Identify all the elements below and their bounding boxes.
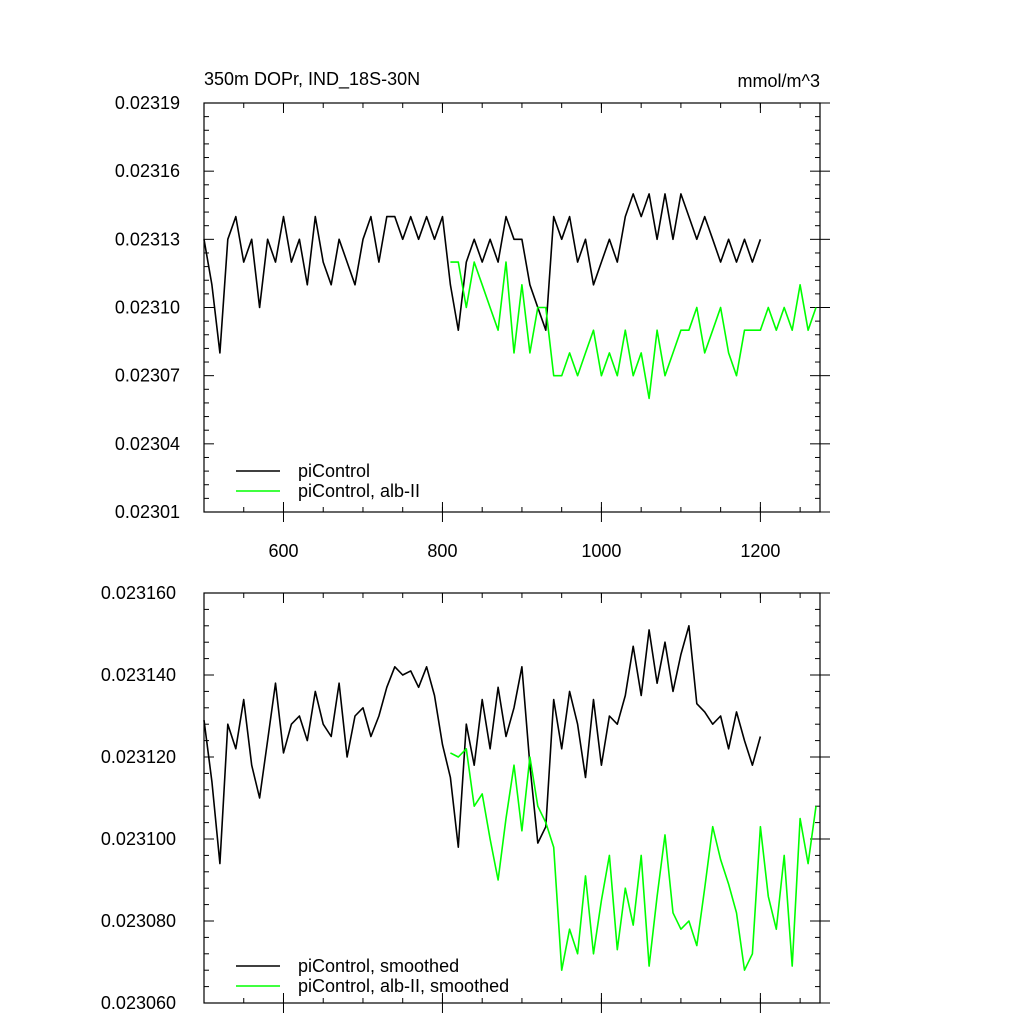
x-tick-label: 1200 [740,541,780,561]
series-line-black [203,624,762,865]
legend-label: piControl, smoothed [298,956,459,976]
bottom-panel: 0.023060 0.023080 0.023100 0.023120 0.023140… [101,583,830,1013]
y-tick-label: 0.02316 [115,161,180,181]
x-tick-label: 600 [268,541,298,561]
y-tick-label: 0.02313 [115,229,180,249]
y-tick-label: 0.023100 [101,829,176,849]
y-tick-label: 0.023140 [101,665,176,685]
y-tick-label: 0.02307 [115,366,180,386]
legend-label: piControl, alb-II [298,481,420,501]
y-tick-label: 0.02319 [115,93,180,113]
legend-label: piControl [298,461,370,481]
series-line-black [203,193,762,354]
legend-label: piControl, alb-II, smoothed [298,976,509,996]
plot-frame [203,102,821,513]
series-line-green [450,261,817,400]
y-tick-label: 0.02310 [115,298,180,318]
y-tick-label: 0.023120 [101,747,176,767]
panel-title: 350m DOPr, IND_18S-30N [204,69,420,90]
plot-frame [203,592,821,1004]
top-panel: 350m DOPr, IND_18S-30N mmol/m^3 600 800 10… [115,69,830,561]
x-tick-label: 800 [427,541,457,561]
series-line-green [450,747,817,972]
y-tick-label: 0.023160 [101,583,176,603]
y-tick-label: 0.023060 [101,993,176,1013]
y-tick-label: 0.023080 [101,911,176,931]
y-tick-label: 0.02304 [115,434,180,454]
units-label: mmol/m^3 [738,71,820,91]
x-tick-label: 1000 [581,541,621,561]
y-tick-label: 0.02301 [115,502,180,522]
